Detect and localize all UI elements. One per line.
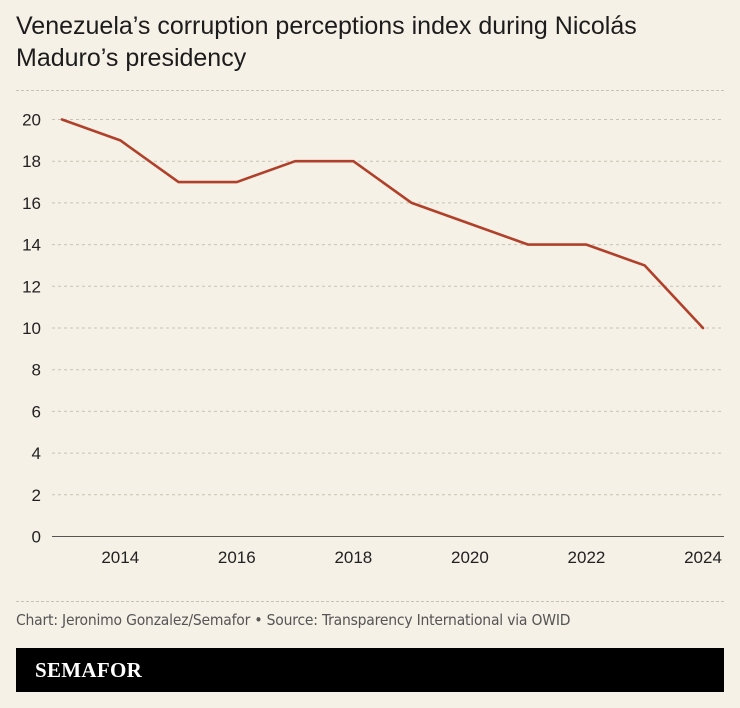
y-tick-label: 6 <box>32 402 41 421</box>
y-axis-ticks: 0 2 4 6 8 10 12 14 16 18 20 <box>22 111 41 547</box>
bottom-divider <box>16 601 724 602</box>
brand-footer: SEMAFOR <box>16 648 724 692</box>
semafor-logo: SEMAFOR <box>35 658 143 682</box>
x-tick-label: 2016 <box>218 548 256 567</box>
chart-credit: Chart: Jeronimo Gonzalez/Semafor • Sourc… <box>16 611 571 629</box>
grid-lines <box>52 119 724 537</box>
x-axis-ticks: 2014 2016 2018 2020 2022 2024 <box>101 548 722 567</box>
series-layer <box>60 118 705 330</box>
y-tick-label: 10 <box>22 319 41 338</box>
top-divider <box>16 90 724 91</box>
y-tick-label: 18 <box>22 152 41 171</box>
y-tick-label: 8 <box>32 361 41 380</box>
x-tick-label: 2018 <box>334 548 372 567</box>
chart-title: Venezuela’s corruption perceptions index… <box>16 12 637 72</box>
y-tick-label: 16 <box>22 194 41 213</box>
y-tick-label: 20 <box>22 111 41 130</box>
y-tick-label: 0 <box>32 528 41 547</box>
x-tick-label: 2014 <box>101 548 139 567</box>
y-tick-label: 4 <box>32 444 41 463</box>
y-tick-label: 12 <box>22 277 41 296</box>
x-tick-label: 2024 <box>684 548 722 567</box>
y-tick-label: 14 <box>22 236 41 255</box>
y-tick-label: 2 <box>32 486 41 505</box>
x-tick-label: 2022 <box>568 548 606 567</box>
x-tick-label: 2020 <box>451 548 489 567</box>
series-line <box>60 118 705 330</box>
